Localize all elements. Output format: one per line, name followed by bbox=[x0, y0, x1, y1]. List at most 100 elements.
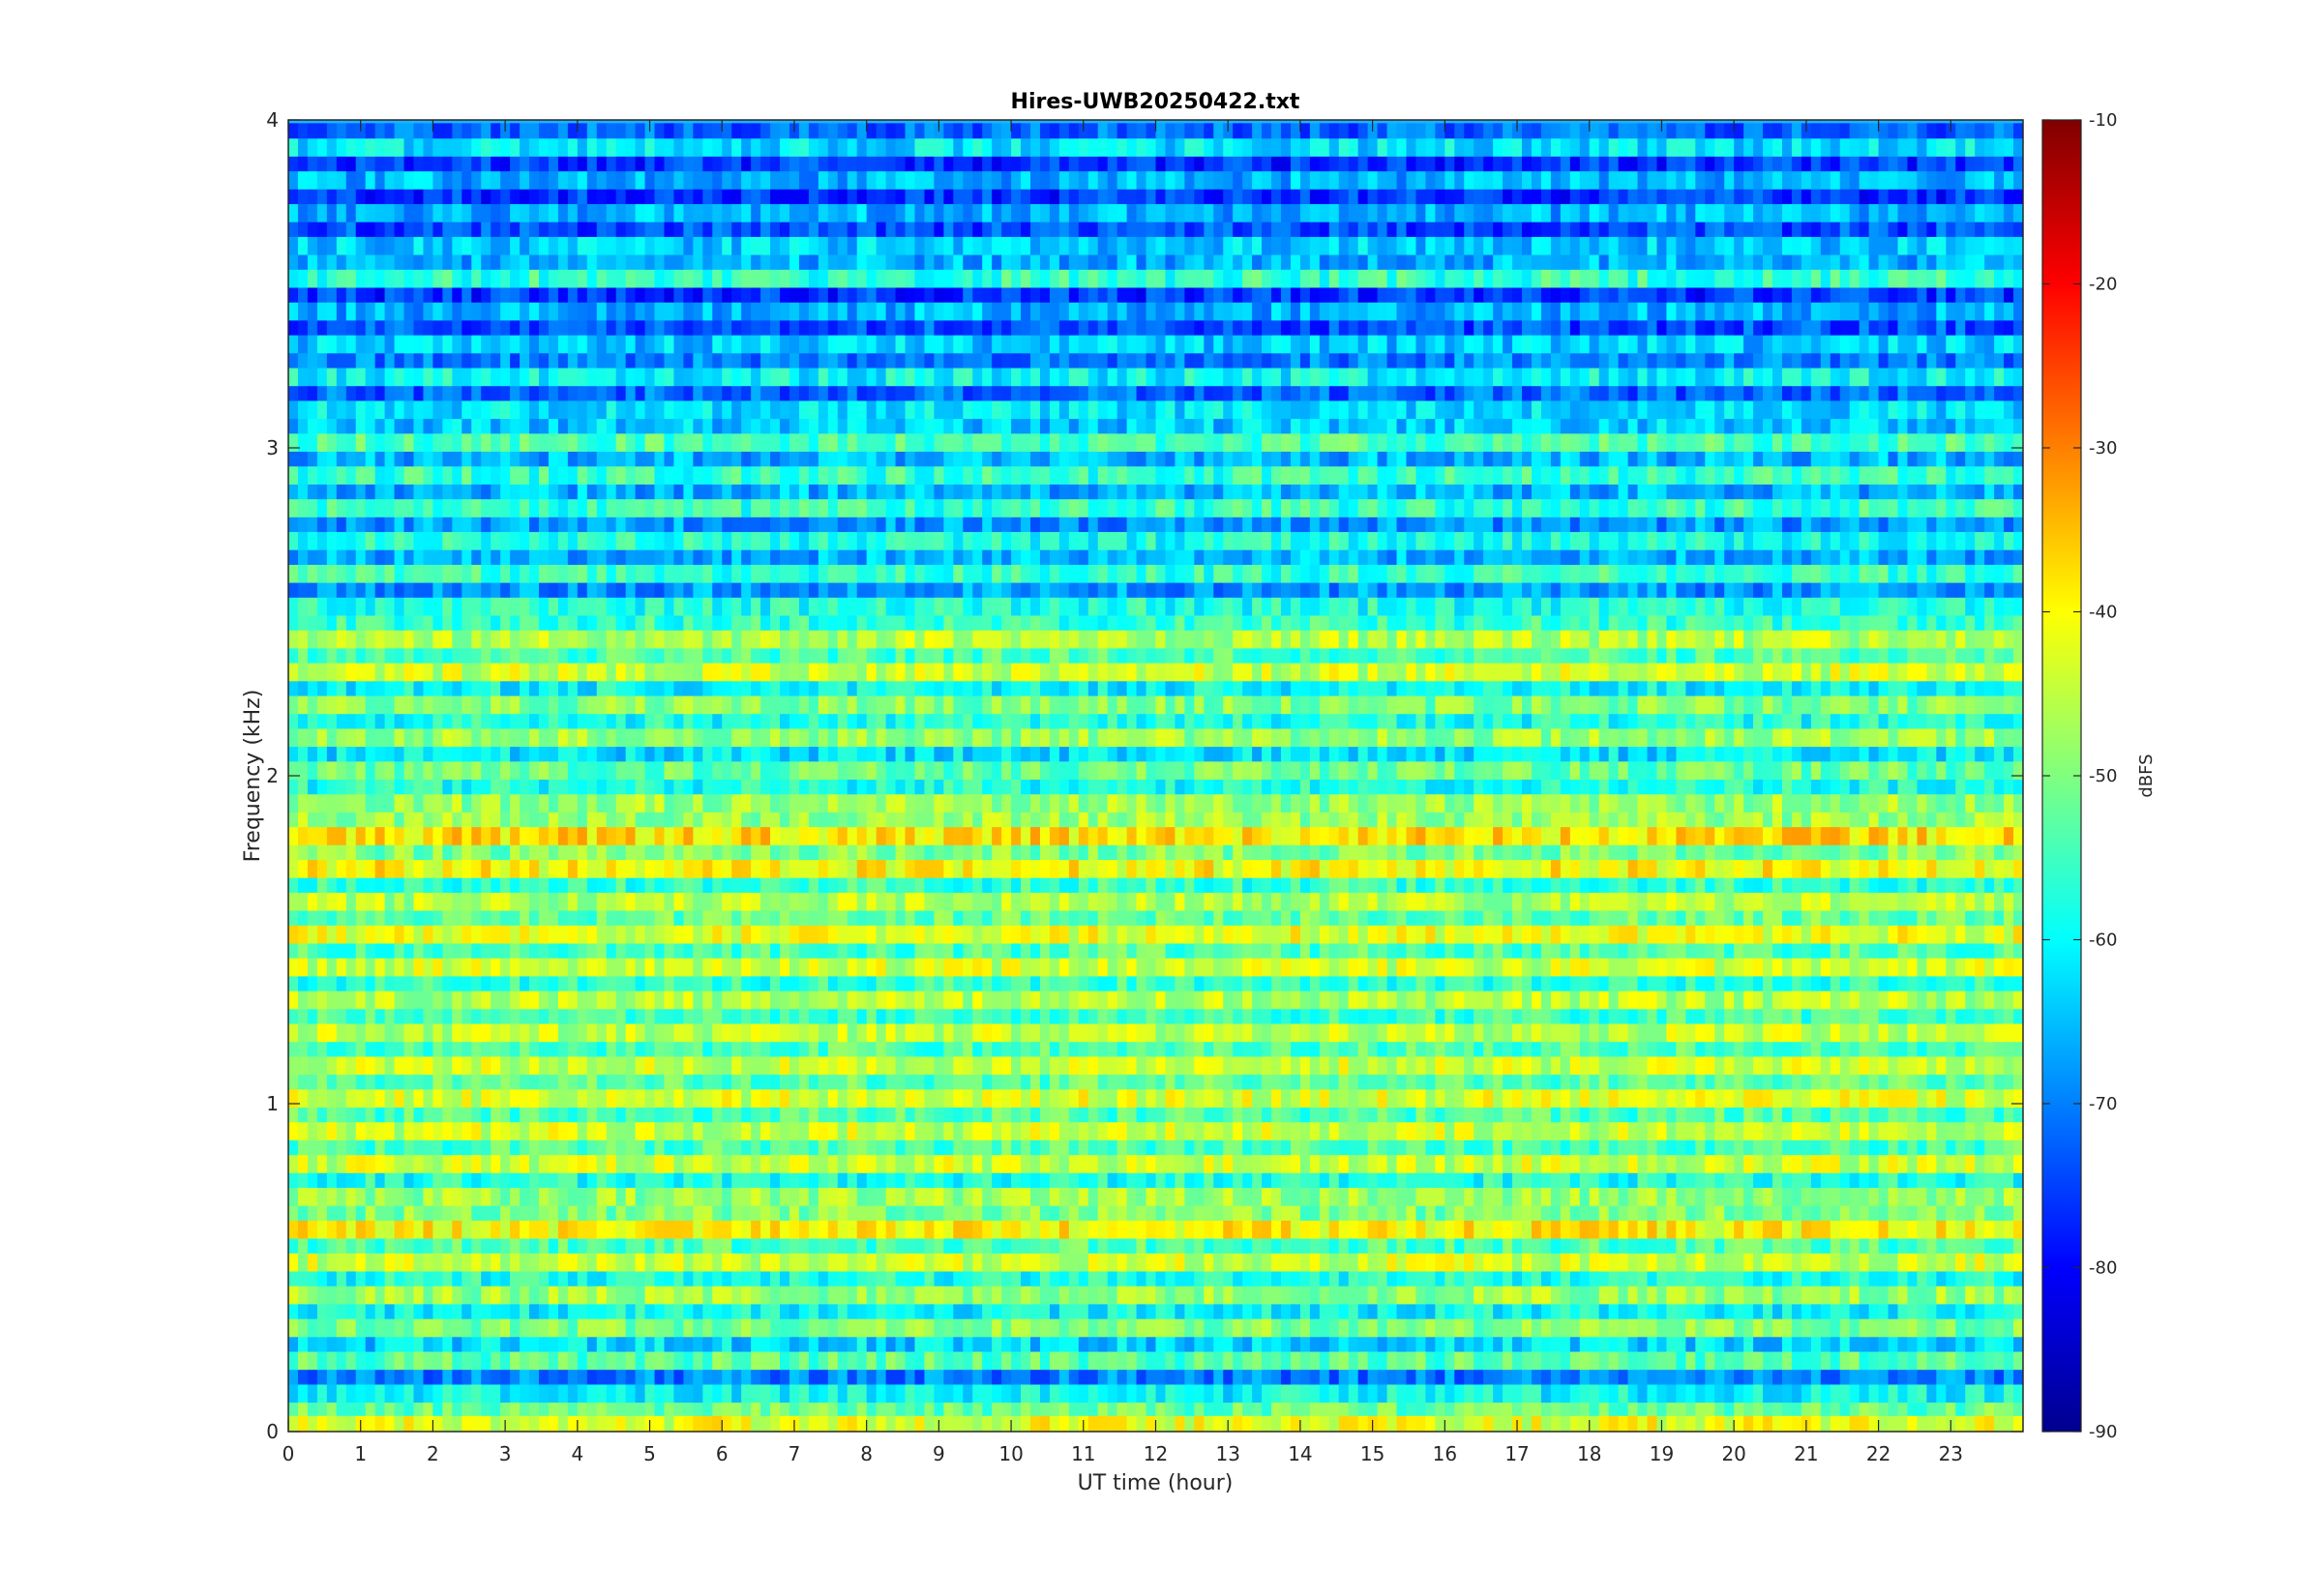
heatmap-cell bbox=[1569, 1402, 1581, 1416]
heatmap-cell bbox=[316, 1172, 328, 1189]
heatmap-cell bbox=[789, 1154, 800, 1173]
heatmap-cell bbox=[780, 1318, 790, 1338]
heatmap-cell bbox=[1936, 1237, 1947, 1254]
heatmap-cell bbox=[866, 1055, 878, 1076]
heatmap-cell bbox=[1204, 1415, 1214, 1432]
heatmap-cell bbox=[1078, 975, 1089, 991]
heatmap-cell bbox=[1087, 1415, 1099, 1432]
heatmap-cell bbox=[992, 1303, 1002, 1319]
heatmap-cell bbox=[856, 1303, 868, 1319]
heatmap-cell bbox=[1271, 1350, 1282, 1371]
heatmap-cell bbox=[1136, 1336, 1147, 1352]
heatmap-cell bbox=[1917, 1088, 1927, 1108]
heatmap-cell bbox=[1319, 1350, 1330, 1371]
heatmap-cell bbox=[1512, 1139, 1523, 1156]
heatmap-cell bbox=[1666, 1187, 1677, 1206]
heatmap-cell bbox=[1820, 1008, 1831, 1024]
heatmap-cell bbox=[336, 1107, 347, 1123]
heatmap-cell bbox=[789, 1303, 800, 1319]
heatmap-cell bbox=[712, 1008, 723, 1024]
heatmap-cell bbox=[1165, 1383, 1176, 1404]
heatmap-cell bbox=[905, 1121, 916, 1140]
heatmap-cell bbox=[673, 1187, 684, 1206]
heatmap-cell bbox=[1907, 1055, 1919, 1076]
heatmap-cell bbox=[1136, 1415, 1147, 1432]
heatmap-cell bbox=[1464, 1336, 1474, 1352]
heatmap-cell bbox=[1503, 1187, 1513, 1206]
heatmap-cell bbox=[895, 990, 907, 1010]
heatmap-cell bbox=[1049, 1154, 1060, 1173]
heatmap-cell bbox=[798, 1139, 810, 1156]
heatmap-cell bbox=[1155, 1121, 1167, 1140]
heatmap-cell bbox=[1262, 1107, 1272, 1123]
heatmap-cell bbox=[1839, 1008, 1851, 1024]
heatmap-cell bbox=[1589, 1107, 1600, 1123]
heatmap-cell bbox=[1907, 1350, 1919, 1371]
heatmap-cell bbox=[355, 1303, 367, 1319]
heatmap-cell bbox=[345, 1350, 357, 1371]
heatmap-cell bbox=[1425, 1074, 1436, 1090]
heatmap-cell bbox=[1087, 1270, 1099, 1286]
heatmap-cell bbox=[1213, 1303, 1224, 1319]
heatmap-cell bbox=[1357, 1022, 1369, 1043]
heatmap-cell bbox=[1897, 1205, 1909, 1221]
heatmap-cell bbox=[789, 1022, 800, 1043]
heatmap-cell bbox=[1435, 1055, 1445, 1076]
heatmap-cell bbox=[1001, 1286, 1012, 1305]
heatmap-cell bbox=[1348, 990, 1359, 1010]
heatmap-cell bbox=[1262, 1318, 1272, 1338]
heatmap-cell bbox=[1328, 1041, 1340, 1057]
heatmap-cell bbox=[1146, 1041, 1157, 1057]
heatmap-cell bbox=[1116, 1121, 1128, 1140]
heatmap-cell bbox=[2004, 1270, 2014, 1286]
heatmap-cell bbox=[1503, 1369, 1513, 1385]
heatmap-cell bbox=[1685, 1369, 1696, 1385]
heatmap-cell bbox=[1685, 1402, 1696, 1416]
heatmap-cell bbox=[1087, 1318, 1099, 1338]
heatmap-cell bbox=[798, 1022, 810, 1043]
heatmap-cell bbox=[1444, 1139, 1455, 1156]
heatmap-cell bbox=[1242, 1055, 1253, 1076]
heatmap-cell bbox=[876, 1402, 887, 1416]
heatmap-cell bbox=[1820, 1074, 1831, 1090]
heatmap-cell bbox=[1763, 1055, 1773, 1076]
heatmap-cell bbox=[1714, 1154, 1725, 1173]
heatmap-cell bbox=[1676, 1154, 1686, 1173]
heatmap-cell bbox=[548, 1008, 559, 1024]
heatmap-cell bbox=[297, 1008, 309, 1024]
heatmap-cell bbox=[722, 1074, 732, 1090]
heatmap-cell bbox=[1001, 1220, 1012, 1239]
heatmap-cell bbox=[1791, 1383, 1802, 1404]
heatmap-cell bbox=[1695, 1074, 1706, 1090]
heatmap-cell bbox=[770, 1318, 781, 1338]
heatmap-cell bbox=[1975, 1270, 1985, 1286]
heatmap-cell bbox=[1213, 1154, 1224, 1173]
heatmap-cell bbox=[1011, 1336, 1022, 1352]
heatmap-cell bbox=[1165, 1055, 1176, 1076]
heatmap-cell bbox=[1579, 1107, 1591, 1123]
heatmap-cell bbox=[780, 1253, 790, 1272]
heatmap-cell bbox=[529, 1107, 540, 1123]
heatmap-cell bbox=[1781, 1205, 1793, 1221]
heatmap-cell bbox=[442, 1154, 453, 1173]
heatmap-cell bbox=[355, 1088, 367, 1108]
heatmap-cell bbox=[1560, 1383, 1571, 1404]
heatmap-cell bbox=[644, 1369, 656, 1385]
heatmap-cell bbox=[1859, 1336, 1870, 1352]
heatmap-cell bbox=[1184, 1088, 1195, 1108]
heatmap-cell bbox=[500, 1237, 511, 1254]
heatmap-cell bbox=[615, 990, 627, 1010]
heatmap-cell bbox=[1550, 1220, 1562, 1239]
heatmap-cell bbox=[1917, 1415, 1927, 1432]
heatmap-cell bbox=[1868, 1205, 1880, 1221]
heatmap-cell bbox=[1116, 1286, 1128, 1305]
heatmap-cell bbox=[1271, 1383, 1282, 1404]
heatmap-cell bbox=[1753, 1121, 1764, 1140]
heatmap-cell bbox=[1753, 1286, 1764, 1305]
heatmap-cell bbox=[943, 1088, 954, 1108]
heatmap-cell bbox=[1946, 1107, 1956, 1123]
heatmap-cell bbox=[1030, 1336, 1041, 1352]
heatmap-cell bbox=[548, 1187, 559, 1206]
heatmap-cell bbox=[1290, 1205, 1301, 1221]
heatmap-cell bbox=[644, 1318, 656, 1338]
